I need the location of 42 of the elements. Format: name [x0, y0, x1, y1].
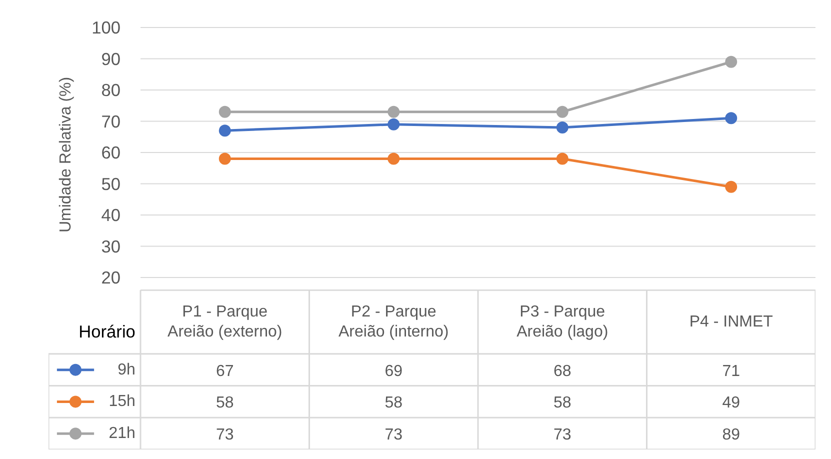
data-label: 58 — [384, 394, 403, 412]
data-label: 89 — [722, 426, 740, 444]
data-label: 69 — [384, 362, 403, 380]
point — [388, 106, 400, 118]
y-axis-title: Umidade Relativa (%) — [58, 76, 75, 233]
data-label: 67 — [216, 362, 234, 380]
y-tick-label: 90 — [101, 48, 121, 69]
y-tick-label: 80 — [101, 80, 121, 100]
data-label: 73 — [384, 426, 403, 444]
x-tick-label: P4 - INMET — [689, 314, 774, 331]
data-label: 73 — [553, 426, 572, 444]
x-tick-label: P2 - Parque Areião (interno) — [338, 304, 449, 340]
y-tick-label: 20 — [101, 268, 121, 288]
legend-label: 15h — [108, 393, 136, 410]
y-tick-label: 100 — [92, 18, 121, 38]
legend-title: Horário — [78, 322, 136, 342]
y-tick-label: 50 — [101, 174, 121, 194]
y-tick-label: 30 — [101, 236, 121, 256]
point — [218, 152, 231, 165]
y-tick-label: 60 — [101, 142, 121, 162]
data-label: 68 — [553, 362, 572, 380]
point — [218, 106, 231, 118]
point — [725, 180, 738, 193]
point — [388, 152, 400, 165]
x-tick-label: P3 - Parque Areião (lago) — [516, 304, 608, 340]
data-label: 49 — [722, 394, 740, 412]
point — [556, 122, 568, 134]
point — [725, 56, 738, 68]
data-label: 58 — [216, 394, 234, 412]
legend-label: 9h — [118, 361, 136, 378]
point — [218, 124, 231, 137]
data-label: 58 — [553, 394, 572, 412]
point — [388, 118, 400, 130]
point — [725, 112, 738, 124]
data-label: 73 — [216, 426, 234, 444]
point — [556, 106, 568, 118]
point — [556, 152, 568, 165]
data-label: 71 — [722, 362, 740, 380]
x-tick-label: P1 - Parque Areião (externo) — [168, 304, 282, 340]
legend-label: 21h — [108, 425, 136, 442]
y-tick-label: 70 — [101, 111, 121, 132]
y-tick-label: 40 — [101, 205, 121, 225]
